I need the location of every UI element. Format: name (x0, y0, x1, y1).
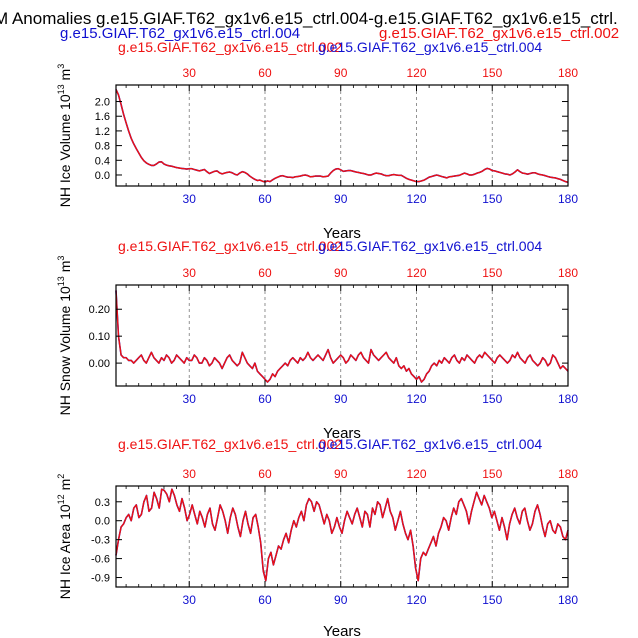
y-axis-label-unit-exponent: 3 (56, 64, 66, 69)
x-tick-label-top: 60 (258, 467, 272, 481)
x-tick-label: 120 (406, 192, 426, 206)
y-tick-label: 0.0 (95, 516, 110, 528)
x-axis-label: Years (323, 425, 361, 442)
x-tick-label-top: 180 (558, 467, 578, 481)
ice-area-panel: 30 30 60 60 90 90 120 120 150 150 180 180 -0.9 -0.6 -0… (56, 467, 578, 638)
x-tick-label: 90 (334, 593, 348, 607)
y-axis-label-unit-exponent: 3 (56, 256, 66, 261)
y-tick-label: 0.4 (95, 155, 110, 167)
x-tick-label: 180 (558, 593, 578, 607)
x-tick-label: 60 (258, 192, 272, 206)
plot-frame (115, 284, 569, 387)
y-tick-label: -0.9 (91, 573, 110, 585)
series-line-case-b (115, 488, 569, 582)
y-tick-label: 0.0 (95, 170, 110, 182)
x-tick-label-top: 60 (258, 266, 272, 280)
y-axis-label-unit: m (57, 261, 73, 277)
x-tick-label-top: 150 (482, 467, 502, 481)
y-axis-label: NH Ice Volume 1013 m3 (56, 64, 73, 207)
y-tick-label: 1.6 (95, 111, 110, 123)
panel1-header-red: g.e15.GIAF.T62_gx1v6.e15_ctrl.002 (118, 39, 342, 55)
x-tick-label: 30 (183, 593, 197, 607)
x-tick-label-top: 150 (482, 66, 502, 80)
y-tick-label: 0.20 (89, 304, 110, 316)
y-axis-label-exponent: 12 (56, 494, 66, 504)
legend-case-b: g.e15.GIAF.T62_gx1v6.e15_ctrl.002 (379, 25, 619, 42)
x-tick-label: 120 (406, 392, 426, 406)
panel2-header-red: g.e15.GIAF.T62_gx1v6.e15_ctrl.002 (118, 238, 342, 254)
snow-volume-panel: 30 30 60 60 90 90 120 120 150 150 180 180 0.00 0.10 0.… (56, 256, 578, 442)
x-axis-label: Years (323, 225, 361, 242)
y-tick-label: -0.3 (91, 535, 110, 547)
y-tick-label: 0.8 (95, 141, 110, 153)
x-tick-label-top: 180 (558, 266, 578, 280)
plot-frame (115, 84, 569, 187)
x-tick-label: 60 (258, 593, 272, 607)
x-tick-label: 180 (558, 392, 578, 406)
x-tick-label-top: 120 (406, 66, 426, 80)
x-tick-label: 180 (558, 192, 578, 206)
x-tick-label: 30 (183, 192, 197, 206)
panel3-header-red: g.e15.GIAF.T62_gx1v6.e15_ctrl.002 (118, 436, 342, 452)
x-tick-label: 150 (482, 593, 502, 607)
figure-title: M Anomalies g.e15.GIAF.T62_gx1v6.e15_ctr… (0, 9, 618, 28)
legend-case-a: g.e15.GIAF.T62_gx1v6.e15_ctrl.004 (60, 25, 300, 42)
series-line-case-a (115, 290, 569, 383)
y-tick-label: 0.10 (89, 331, 110, 343)
panel2-header-blue: g.e15.GIAF.T62_gx1v6.e15_ctrl.004 (318, 238, 542, 254)
x-tick-label-top: 120 (406, 266, 426, 280)
x-tick-label-top: 30 (183, 266, 197, 280)
series-line-case-b (115, 89, 569, 183)
x-tick-label: 60 (258, 392, 272, 406)
y-axis-label: NH Snow Volume 1013 m3 (56, 256, 73, 416)
y-tick-label: 2.0 (95, 97, 110, 109)
x-tick-label: 150 (482, 192, 502, 206)
y-axis-label-unit-exponent: 2 (56, 474, 66, 479)
plot-frame (115, 485, 569, 588)
y-axis-label-exponent: 13 (56, 276, 66, 286)
y-axis-label-text: NH Ice Volume 10 (57, 94, 73, 207)
x-tick-label-top: 180 (558, 66, 578, 80)
x-tick-label: 150 (482, 392, 502, 406)
y-axis-label-exponent: 13 (56, 84, 66, 94)
x-axis-label: Years (323, 623, 361, 638)
y-axis-label-unit: m (57, 479, 73, 495)
x-tick-label-top: 120 (406, 467, 426, 481)
ice-volume-panel: 30 30 60 60 90 90 120 120 150 150 180 180 0.0 0.4 0.8 1… (56, 64, 578, 242)
x-tick-label-top: 30 (183, 467, 197, 481)
x-tick-label-top: 90 (334, 66, 348, 80)
x-tick-label: 90 (334, 392, 348, 406)
y-axis-label-unit: m (57, 69, 73, 85)
y-tick-label: 0.00 (89, 358, 110, 370)
x-tick-label-top: 60 (258, 66, 272, 80)
y-tick-label: -0.6 (91, 554, 110, 566)
y-tick-label: 1.2 (95, 126, 110, 138)
y-axis-label-text: NH Snow Volume 10 (57, 286, 73, 415)
y-axis-label-text: NH Ice Area 10 (57, 504, 73, 599)
x-tick-label-top: 90 (334, 467, 348, 481)
panel3-header-blue: g.e15.GIAF.T62_gx1v6.e15_ctrl.004 (318, 436, 542, 452)
x-tick-label-top: 150 (482, 266, 502, 280)
y-axis-label: NH Ice Area 1012 m2 (56, 474, 73, 600)
x-tick-label: 90 (334, 192, 348, 206)
x-tick-label: 120 (406, 593, 426, 607)
x-tick-label-top: 90 (334, 266, 348, 280)
y-tick-label: 0.3 (95, 497, 110, 509)
x-tick-label-top: 30 (183, 66, 197, 80)
x-tick-label: 30 (183, 392, 197, 406)
series-line-case-b (115, 290, 569, 383)
panel1-header-blue: g.e15.GIAF.T62_gx1v6.e15_ctrl.004 (318, 39, 542, 55)
